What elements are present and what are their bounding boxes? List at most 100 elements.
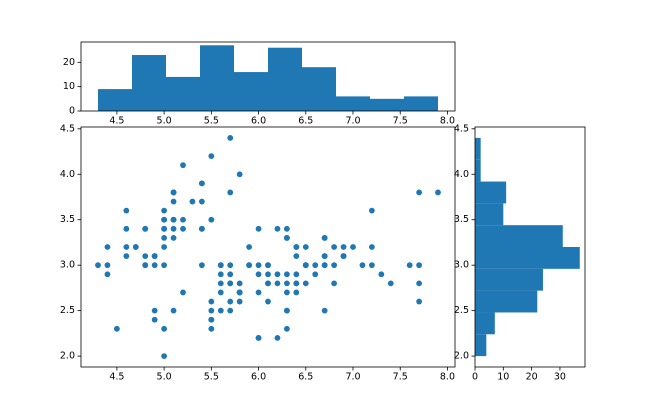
histogram-bar	[475, 181, 507, 204]
scatter-point	[293, 280, 300, 287]
scatter-point	[246, 244, 253, 250]
scatter-point	[265, 262, 271, 269]
scatter-point	[255, 225, 262, 232]
scatter-point	[151, 262, 158, 269]
axes-frame	[80, 41, 456, 112]
scatter-point	[123, 207, 130, 214]
x-tick-label: 6.5	[298, 116, 313, 127]
y-tick-label: 4.5	[454, 123, 469, 134]
y-tick-label: 2.5	[454, 305, 469, 316]
x-tick-label: 5.5	[204, 372, 219, 383]
histogram-bar	[404, 96, 438, 111]
scatter-point	[208, 298, 215, 305]
scatter-point	[283, 325, 290, 332]
scatter-point	[198, 225, 205, 232]
scatter-point	[350, 244, 356, 250]
scatter-point	[236, 298, 243, 305]
histogram-bar	[234, 72, 268, 111]
scatter-point	[274, 280, 281, 287]
scatter-point	[161, 325, 168, 332]
scatter-point	[161, 244, 168, 250]
x-tick-label: 6.0	[251, 116, 266, 127]
x-tick-label: 4.5	[109, 116, 124, 127]
scatter-point	[283, 225, 290, 232]
scatter-point	[161, 262, 168, 269]
x-tick-label: 5.5	[204, 116, 219, 127]
scatter-point	[217, 271, 224, 278]
scatter-point	[283, 271, 290, 278]
scatter-point	[283, 235, 290, 241]
scatter-point	[312, 262, 319, 269]
scatter-point	[302, 280, 309, 287]
scatter-point	[161, 353, 168, 359]
scatter-point	[170, 216, 177, 223]
scatter-point	[123, 225, 130, 232]
histogram-bar	[475, 312, 495, 335]
scatter-point	[368, 262, 375, 269]
y-tick-label: 4.0	[454, 169, 469, 180]
scatter-point	[227, 307, 234, 314]
x-tick-label: 4.5	[109, 372, 124, 383]
histogram-bar	[475, 290, 538, 313]
scatter-point	[123, 244, 130, 250]
scatter-point	[208, 153, 215, 159]
y-tick-label: 2.0	[60, 351, 75, 362]
x-tick-label: 6.5	[298, 372, 313, 383]
scatter-point	[142, 262, 149, 269]
scatter-point	[416, 262, 423, 269]
scatter-point	[217, 307, 224, 314]
scatter-point	[198, 198, 205, 205]
scatter-point	[180, 162, 186, 169]
scatter-point	[368, 207, 375, 214]
scatter-point	[217, 280, 224, 287]
y-tick-label: 4.0	[60, 169, 75, 180]
scatter-point	[283, 280, 290, 287]
y-tick-label: 3.5	[454, 214, 469, 225]
scatter-point	[104, 271, 111, 278]
histogram-bar	[475, 159, 481, 182]
histogram-bar	[268, 47, 302, 111]
y-tick-label: 3.0	[454, 260, 469, 271]
histogram-bar	[475, 268, 543, 291]
histogram-bar	[475, 247, 580, 269]
scatter-point	[189, 198, 196, 205]
scatter-point	[227, 280, 234, 287]
scatter-point	[104, 244, 111, 250]
scatter-point	[236, 289, 243, 296]
scatter-point	[132, 244, 139, 250]
histogram-bar	[200, 45, 234, 111]
histogram-bar	[370, 98, 404, 111]
scatter-point	[331, 280, 338, 287]
scatter-point	[302, 244, 309, 250]
x-tick-label: 5.0	[157, 372, 172, 383]
scatter-point	[208, 316, 215, 323]
histogram-bar	[475, 203, 504, 226]
scatter-point	[161, 216, 168, 223]
scatter-point	[368, 244, 375, 250]
scatter-point	[255, 262, 262, 269]
scatter-point	[435, 189, 441, 196]
histogram-bar	[336, 96, 370, 111]
scatter-point	[416, 189, 423, 196]
scatter-point	[151, 316, 158, 323]
x-tick-label: 7.5	[393, 116, 408, 127]
scatter-point	[170, 235, 177, 241]
scatter-point	[208, 325, 215, 332]
scatter-point	[198, 180, 205, 187]
scatter-point	[331, 244, 338, 250]
scatter-point	[227, 262, 234, 269]
histogram-bar	[475, 137, 481, 160]
scatter-point	[170, 225, 177, 232]
scatter-point	[246, 262, 253, 269]
x-tick-label: 7.0	[345, 372, 360, 383]
scatter-point	[142, 253, 149, 259]
x-tick-label: 7.0	[345, 116, 360, 127]
x-tick-label: 5.0	[157, 116, 172, 127]
scatter-point	[293, 289, 300, 296]
scatter-point	[227, 135, 234, 141]
scatter-point	[265, 280, 271, 287]
scatter-point	[274, 271, 281, 278]
scatter-point	[321, 307, 328, 314]
scatter-point	[416, 298, 423, 305]
scatter-point	[208, 307, 215, 314]
